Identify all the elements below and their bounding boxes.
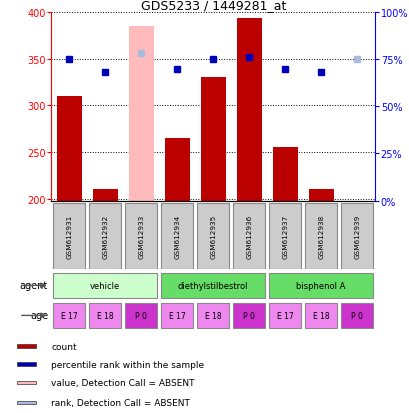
Bar — [233, 303, 265, 328]
Title: GDS5233 / 1449281_at: GDS5233 / 1449281_at — [140, 0, 285, 12]
Bar — [268, 303, 301, 328]
Text: GSM612936: GSM612936 — [245, 214, 252, 259]
Bar — [164, 139, 189, 201]
Text: value, Detection Call = ABSENT: value, Detection Call = ABSENT — [52, 378, 195, 387]
Bar — [89, 204, 121, 269]
Bar — [304, 204, 336, 269]
Bar — [268, 204, 301, 269]
Text: GSM612932: GSM612932 — [102, 214, 108, 259]
Bar — [56, 97, 82, 201]
Bar — [340, 303, 372, 328]
Text: E 18: E 18 — [312, 311, 329, 320]
Text: E 17: E 17 — [276, 311, 293, 320]
Text: GSM612939: GSM612939 — [353, 214, 359, 259]
Text: E 18: E 18 — [97, 311, 113, 320]
Bar — [125, 303, 157, 328]
Bar — [17, 401, 36, 404]
Text: E 17: E 17 — [169, 311, 185, 320]
Bar — [17, 344, 36, 348]
Bar — [197, 204, 229, 269]
Bar — [53, 204, 85, 269]
Bar — [53, 303, 85, 328]
Bar — [197, 303, 229, 328]
Text: vehicle: vehicle — [90, 281, 120, 290]
Bar — [161, 303, 193, 328]
Bar — [89, 303, 121, 328]
Bar — [53, 273, 157, 298]
Text: GSM612937: GSM612937 — [281, 214, 288, 259]
Bar — [268, 273, 372, 298]
Text: count: count — [52, 342, 77, 351]
Bar — [304, 303, 336, 328]
Text: percentile rank within the sample: percentile rank within the sample — [52, 360, 204, 369]
Bar — [92, 190, 117, 201]
Bar — [161, 273, 265, 298]
Bar — [125, 204, 157, 269]
Bar — [272, 148, 297, 201]
Text: E 18: E 18 — [204, 311, 221, 320]
Bar — [340, 204, 372, 269]
Text: GSM612934: GSM612934 — [174, 214, 180, 259]
Bar — [308, 190, 333, 201]
Text: P 0: P 0 — [135, 311, 147, 320]
Bar — [233, 204, 265, 269]
Bar — [17, 363, 36, 366]
Text: E 17: E 17 — [61, 311, 77, 320]
Text: age: age — [30, 311, 48, 320]
Text: P 0: P 0 — [243, 311, 254, 320]
Text: agent: agent — [20, 281, 48, 291]
Text: bisphenol A: bisphenol A — [296, 281, 345, 290]
Text: GSM612931: GSM612931 — [66, 214, 72, 259]
Text: GSM612935: GSM612935 — [210, 214, 216, 259]
Text: GSM612938: GSM612938 — [317, 214, 324, 259]
Text: P 0: P 0 — [351, 311, 362, 320]
Bar — [128, 27, 153, 201]
Bar — [236, 19, 261, 201]
Text: rank, Detection Call = ABSENT: rank, Detection Call = ABSENT — [52, 398, 190, 407]
Text: GSM612933: GSM612933 — [138, 214, 144, 259]
Bar — [200, 78, 225, 201]
Bar — [17, 381, 36, 385]
Bar — [161, 204, 193, 269]
Text: diethylstilbestrol: diethylstilbestrol — [178, 281, 248, 290]
